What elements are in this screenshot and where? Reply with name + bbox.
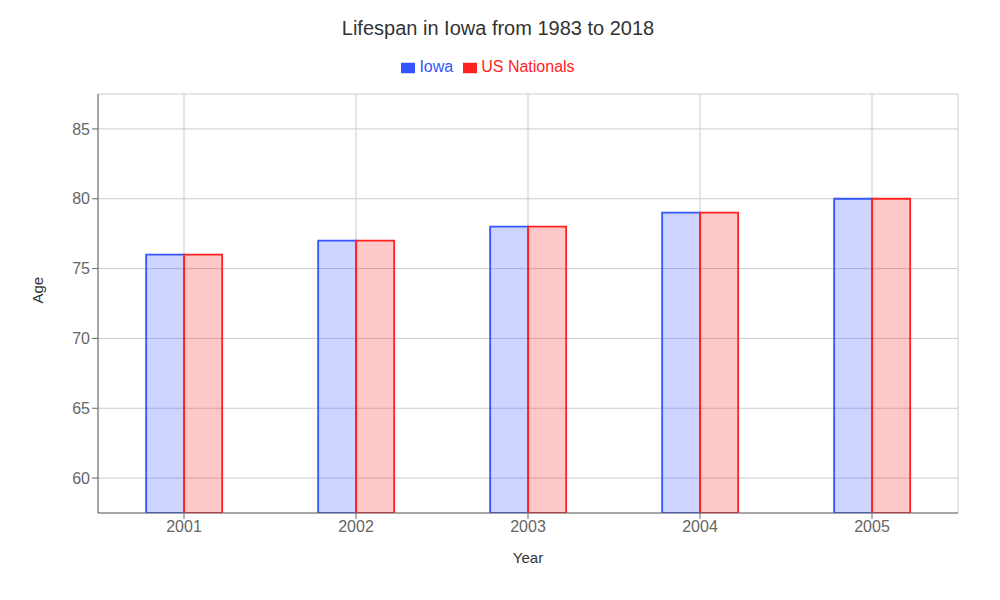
- svg-text:70: 70: [72, 330, 90, 347]
- svg-text:2002: 2002: [338, 518, 374, 535]
- svg-text:Year: Year: [513, 549, 543, 566]
- svg-text:80: 80: [72, 190, 90, 207]
- svg-text:2003: 2003: [510, 518, 546, 535]
- html-text:Iowa: Iowa: [419, 58, 454, 75]
- svg-text:65: 65: [72, 400, 90, 417]
- svg-text:60: 60: [72, 470, 90, 487]
- html-text:Lifespan in Iowa from 1983 to: Lifespan in Iowa from 1983 to 2018: [341, 17, 655, 39]
- svg-text:2005: 2005: [854, 518, 890, 535]
- svg-text:85: 85: [72, 121, 90, 138]
- html-text:US Nationals: US Nationals: [481, 58, 575, 75]
- svg-text:2001: 2001: [166, 518, 202, 535]
- svg-text:75: 75: [72, 260, 90, 277]
- svg-text:2004: 2004: [682, 518, 718, 535]
- svg-text:Age: Age: [29, 277, 46, 304]
